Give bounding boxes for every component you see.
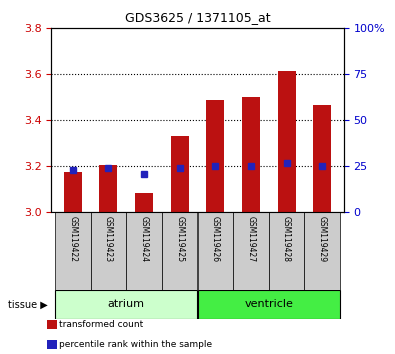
Bar: [198, 212, 233, 290]
Bar: [278, 71, 295, 212]
Bar: [51, 212, 55, 290]
Bar: [313, 105, 331, 212]
Text: GSM119429: GSM119429: [318, 216, 327, 262]
Bar: [233, 212, 269, 290]
Bar: [242, 97, 260, 212]
Bar: [198, 290, 340, 319]
Bar: [207, 99, 224, 212]
Bar: [162, 212, 198, 290]
Text: ventricle: ventricle: [245, 299, 293, 309]
Text: GSM119426: GSM119426: [211, 216, 220, 262]
Bar: [64, 172, 82, 212]
Bar: [269, 212, 305, 290]
Bar: [126, 212, 162, 290]
Text: percentile rank within the sample: percentile rank within the sample: [59, 340, 213, 349]
Text: GSM119425: GSM119425: [175, 216, 184, 262]
Text: GSM119428: GSM119428: [282, 216, 291, 262]
Text: GDS3625 / 1371105_at: GDS3625 / 1371105_at: [125, 11, 270, 24]
Text: tissue ▶: tissue ▶: [8, 299, 47, 309]
Bar: [55, 212, 90, 290]
Bar: [100, 165, 117, 212]
Bar: [135, 193, 153, 212]
Bar: [171, 136, 188, 212]
Text: GSM119427: GSM119427: [246, 216, 256, 262]
Text: transformed count: transformed count: [59, 320, 143, 329]
Text: GSM119422: GSM119422: [68, 216, 77, 262]
Text: atrium: atrium: [108, 299, 145, 309]
Text: GSM119423: GSM119423: [104, 216, 113, 262]
Text: GSM119424: GSM119424: [139, 216, 149, 262]
Bar: [55, 290, 198, 319]
Bar: [90, 212, 126, 290]
Bar: [305, 212, 340, 290]
